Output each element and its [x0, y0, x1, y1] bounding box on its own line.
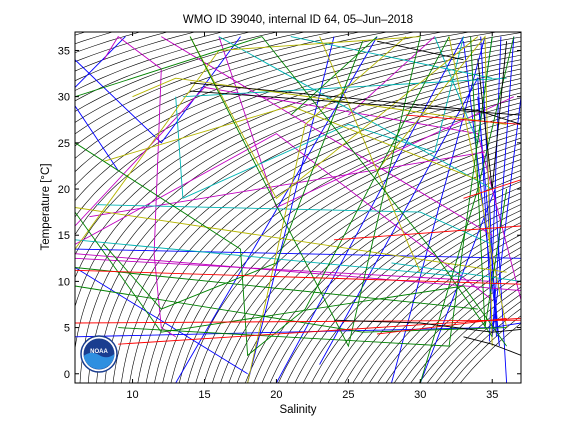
x-tick-label: 10: [126, 389, 138, 401]
x-tick-label: 15: [198, 389, 210, 401]
y-tick-label: 15: [58, 230, 70, 242]
chart-title: WMO ID 39040, internal ID 64, 05–Jun–201…: [183, 14, 413, 26]
y-tick-label: 30: [58, 92, 70, 104]
x-tick-label: 25: [342, 389, 354, 401]
y-tick-label: 20: [58, 184, 70, 196]
y-axis-label: Temperature [°C]: [40, 163, 52, 250]
y-tick-label: 25: [58, 138, 70, 150]
y-tick-label: 35: [58, 45, 70, 57]
x-axis-label: Salinity: [279, 404, 316, 416]
y-tick-label: 5: [64, 323, 70, 335]
y-tick-label: 10: [58, 276, 70, 288]
logo-text: NOAA: [90, 349, 108, 355]
x-tick-label: 20: [270, 389, 282, 401]
y-tick-label: 0: [64, 369, 70, 381]
noaa-logo: NOAA: [81, 336, 117, 372]
x-tick-label: 35: [486, 389, 498, 401]
x-tick-label: 30: [414, 389, 426, 401]
